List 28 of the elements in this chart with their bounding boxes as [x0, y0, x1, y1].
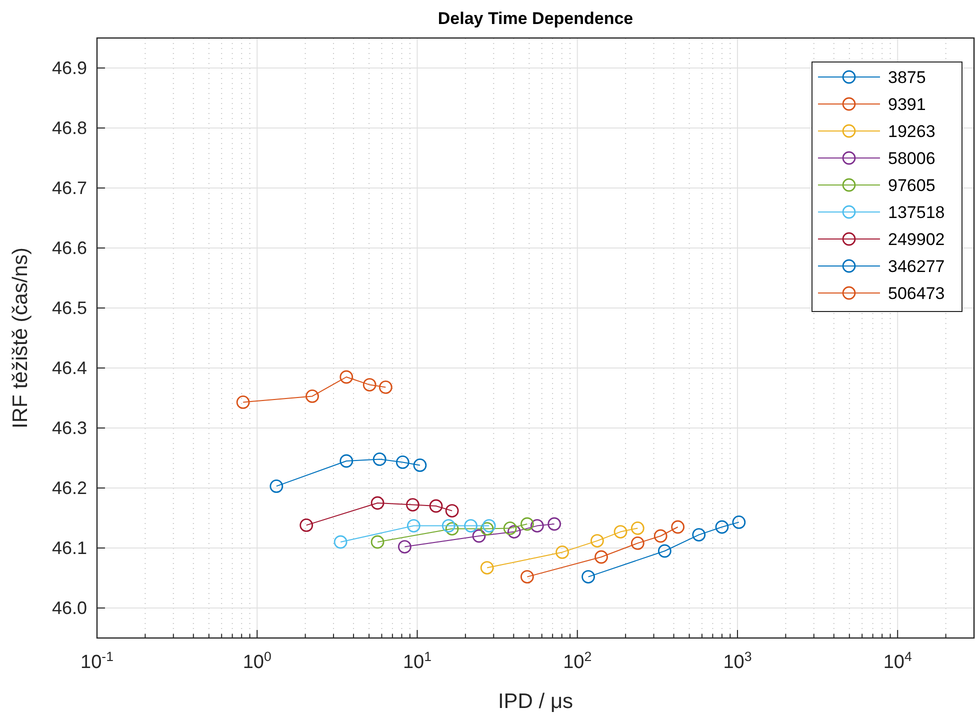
- legend-label: 137518: [888, 203, 945, 222]
- legend-label: 3875: [888, 68, 926, 87]
- y-tick-label: 46.2: [52, 478, 87, 498]
- y-tick-label: 46.3: [52, 418, 87, 438]
- legend-label: 346277: [888, 257, 945, 276]
- legend-label: 19263: [888, 122, 936, 141]
- y-tick-label: 46.1: [52, 538, 87, 558]
- x-axis-title: IPD / μs: [498, 690, 574, 713]
- x-tick-label: 10$^{1}$: [402, 648, 432, 673]
- legend-label: 58006: [888, 149, 936, 168]
- y-tick-label: 46.6: [52, 238, 87, 258]
- x-tick-label: 10$^{0}$: [242, 648, 272, 673]
- legend-label: 506473: [888, 284, 945, 303]
- x-tick-label: 10$^{2}$: [563, 648, 592, 673]
- x-tick-label: 10$^{4}$: [883, 648, 912, 673]
- chart-title: Delay Time Dependence: [438, 9, 634, 28]
- legend-label: 249902: [888, 230, 945, 249]
- x-tick-label: 10$^{-1}$: [80, 648, 114, 673]
- y-axis-title: IRF těžiště (čas/ns): [9, 248, 32, 428]
- x-tick-label: 10$^{3}$: [723, 648, 752, 673]
- y-tick-label: 46.8: [52, 118, 87, 138]
- y-tick-label: 46.5: [52, 298, 87, 318]
- y-tick-label: 46.9: [52, 58, 87, 78]
- y-tick-label: 46.4: [52, 358, 87, 378]
- y-tick-label: 46.0: [52, 598, 87, 618]
- legend-label: 9391: [888, 95, 926, 114]
- legend-label: 97605: [888, 176, 936, 195]
- y-tick-label: 46.7: [52, 178, 87, 198]
